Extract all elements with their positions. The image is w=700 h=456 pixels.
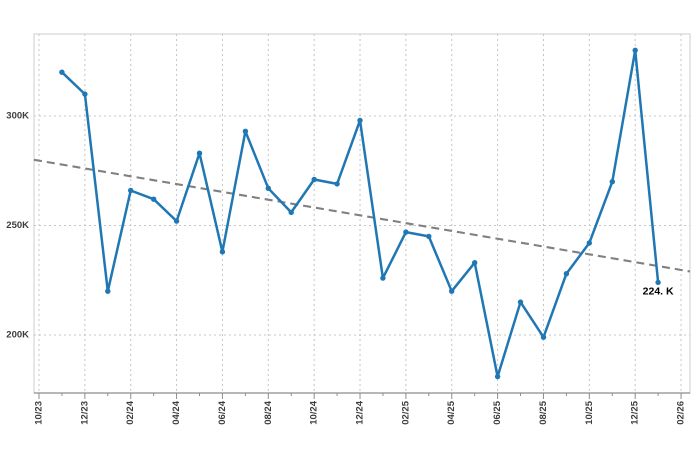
x-axis-label: 08/25 [538,400,549,424]
data-point-03/24 [151,196,157,202]
data-series [59,47,661,380]
x-axis-label: 06/25 [492,400,503,424]
data-point-04/24 [173,218,180,224]
data-point-10/24 [311,176,317,183]
x-axis-label: 10/24 [309,400,320,424]
y-axis-label: 250K [6,220,29,231]
data-point-11/25 [609,179,615,185]
data-point-06/24 [219,249,226,255]
x-axis-label: 02/25 [400,400,411,424]
data-point-09/25 [563,271,570,277]
trend-line-group [33,158,691,273]
x-axis-label: 10/23 [34,401,45,425]
data-point-01/24 [105,288,111,294]
data-point-06/25 [494,373,501,380]
plot-frame [33,33,691,394]
data-point-09/24 [288,209,294,216]
data-point-08/25 [540,334,547,340]
x-axis-label: 08/24 [263,400,274,424]
data-point-01/26 [655,279,661,286]
annotation-group: 224. K [643,285,674,297]
data-point-10/25 [586,240,592,246]
data-point-01/25 [380,275,386,281]
data-point-04/25 [449,288,455,294]
x-axis-label: 02/24 [125,400,136,424]
x-axis-label: 06/24 [217,400,228,424]
data-point-07/24 [242,128,249,134]
x-axis-label: 12/24 [355,400,366,424]
data-point-02/25 [403,229,409,235]
axis-labels: 200K 250K 300K 10/23 12/23 02/24 04/24 06/24 08/… [6,111,686,425]
data-point-12/23 [82,91,88,97]
data-point-12/24 [357,117,363,124]
x-axis-label: 04/24 [171,400,182,424]
data-point-07/25 [517,299,524,305]
x-axis-label: 02/26 [676,401,687,425]
data-point-12/25 [632,47,638,53]
data-point-11/23 [59,69,65,75]
data-point-03/25 [426,233,432,240]
axis-ticks [38,393,682,399]
x-axis-label: 10/25 [584,400,595,424]
data-point-05/25 [472,260,478,266]
y-axis-label: 200K [6,330,29,341]
data-point-02/24 [128,187,134,194]
y-axis-label: 300K [6,111,29,122]
gridlines [34,34,690,393]
last-value-label: 224. K [643,285,674,297]
data-point-11/24 [334,181,340,187]
x-axis-label: 12/23 [79,401,90,425]
data-point-05/24 [196,150,203,156]
x-axis-label: 12/25 [630,400,641,424]
trend-line [33,158,691,273]
x-axis-label: 04/25 [446,400,457,424]
data-point-08/24 [265,185,271,191]
